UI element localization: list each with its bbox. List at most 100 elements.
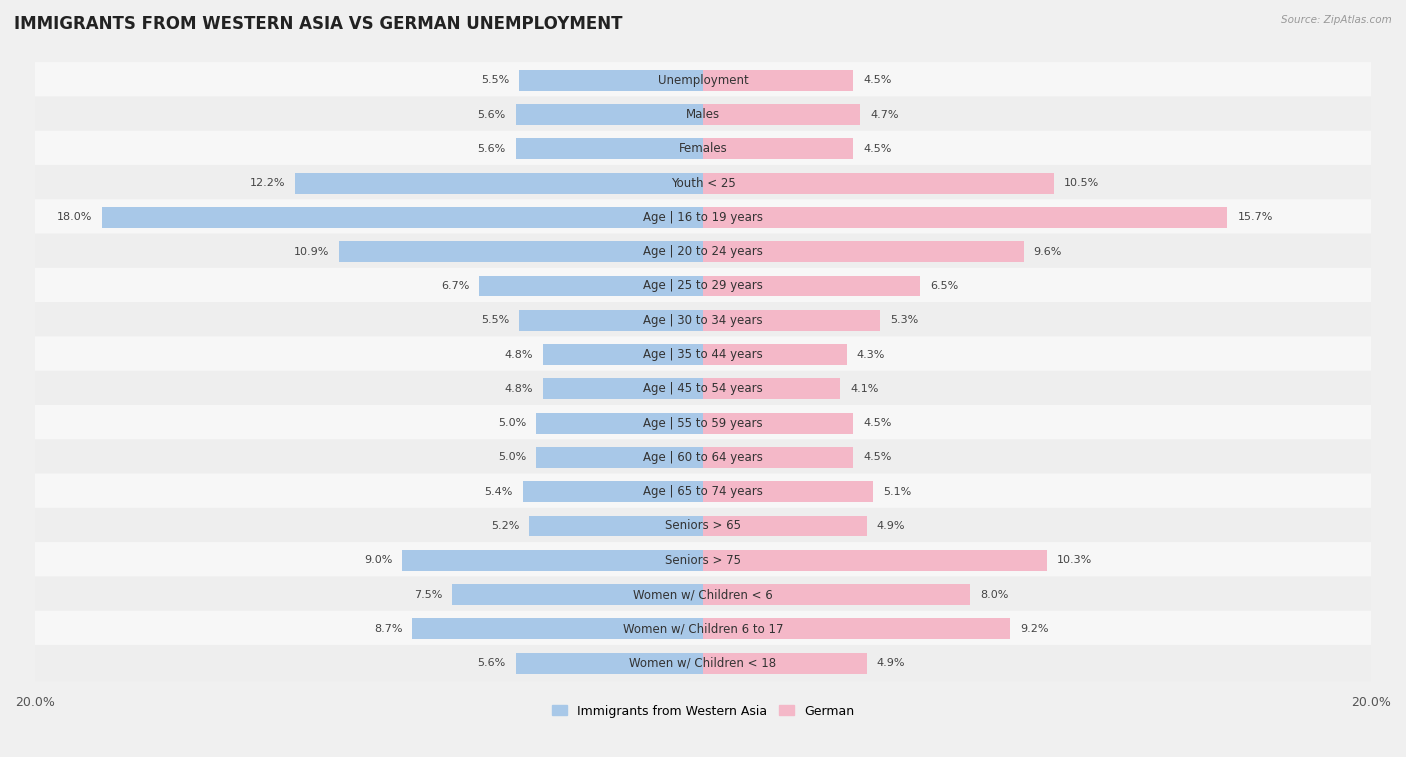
Bar [703,584,970,605]
Text: 8.0%: 8.0% [980,590,1008,600]
Text: 10.9%: 10.9% [294,247,329,257]
FancyBboxPatch shape [31,371,1375,407]
Text: 5.4%: 5.4% [484,487,513,497]
Bar [516,104,703,125]
Text: 6.5%: 6.5% [931,281,959,291]
Bar [703,618,1011,640]
Text: Women w/ Children 6 to 17: Women w/ Children 6 to 17 [623,622,783,635]
Text: 4.7%: 4.7% [870,110,898,120]
Bar [453,584,703,605]
Text: 4.5%: 4.5% [863,453,891,463]
Bar [703,516,866,537]
Bar [523,481,703,502]
Text: 5.6%: 5.6% [478,658,506,668]
Text: 5.3%: 5.3% [890,315,918,326]
Text: 4.1%: 4.1% [851,384,879,394]
Text: 10.5%: 10.5% [1064,178,1099,188]
Bar [516,139,703,159]
FancyBboxPatch shape [31,611,1375,647]
Bar [703,70,853,91]
Text: 4.3%: 4.3% [856,350,884,360]
Bar [295,173,703,194]
Text: 5.1%: 5.1% [883,487,911,497]
Text: Seniors > 65: Seniors > 65 [665,519,741,532]
Text: 5.0%: 5.0% [498,453,526,463]
Bar [703,173,1053,194]
Bar [479,276,703,297]
Text: Youth < 25: Youth < 25 [671,176,735,190]
FancyBboxPatch shape [31,234,1375,270]
Bar [703,481,873,502]
Text: Age | 55 to 59 years: Age | 55 to 59 years [643,416,763,430]
Text: Age | 30 to 34 years: Age | 30 to 34 years [643,314,763,327]
Bar [529,516,703,537]
Text: Source: ZipAtlas.com: Source: ZipAtlas.com [1281,15,1392,25]
FancyBboxPatch shape [31,131,1375,167]
Text: 4.5%: 4.5% [863,144,891,154]
Bar [543,344,703,365]
Text: IMMIGRANTS FROM WESTERN ASIA VS GERMAN UNEMPLOYMENT: IMMIGRANTS FROM WESTERN ASIA VS GERMAN U… [14,15,623,33]
Bar [516,653,703,674]
Text: Age | 35 to 44 years: Age | 35 to 44 years [643,348,763,361]
Text: Women w/ Children < 6: Women w/ Children < 6 [633,588,773,601]
Text: Age | 20 to 24 years: Age | 20 to 24 years [643,245,763,258]
Text: 9.2%: 9.2% [1021,624,1049,634]
Text: Seniors > 75: Seniors > 75 [665,554,741,567]
Text: 4.9%: 4.9% [877,521,905,531]
Text: 4.5%: 4.5% [863,75,891,86]
Text: 6.7%: 6.7% [441,281,470,291]
FancyBboxPatch shape [31,439,1375,475]
Text: 5.0%: 5.0% [498,418,526,428]
Bar [519,70,703,91]
Bar [339,241,703,262]
Text: 9.6%: 9.6% [1033,247,1062,257]
FancyBboxPatch shape [31,336,1375,372]
Bar [703,413,853,434]
Text: Age | 65 to 74 years: Age | 65 to 74 years [643,485,763,498]
FancyBboxPatch shape [31,474,1375,510]
Bar [703,344,846,365]
FancyBboxPatch shape [31,405,1375,441]
Text: 5.2%: 5.2% [491,521,519,531]
Bar [402,550,703,571]
Text: 18.0%: 18.0% [56,213,91,223]
FancyBboxPatch shape [31,576,1375,612]
Text: 4.5%: 4.5% [863,418,891,428]
Text: Age | 16 to 19 years: Age | 16 to 19 years [643,211,763,224]
Text: 5.5%: 5.5% [481,75,509,86]
FancyBboxPatch shape [31,302,1375,338]
Text: Women w/ Children < 18: Women w/ Children < 18 [630,656,776,670]
Text: 9.0%: 9.0% [364,556,392,565]
Text: 4.8%: 4.8% [505,350,533,360]
Text: 5.5%: 5.5% [481,315,509,326]
Text: Age | 25 to 29 years: Age | 25 to 29 years [643,279,763,292]
Bar [703,276,920,297]
Text: 12.2%: 12.2% [250,178,285,188]
Bar [703,241,1024,262]
Bar [101,207,703,228]
Text: Unemployment: Unemployment [658,73,748,87]
FancyBboxPatch shape [31,165,1375,201]
Bar [703,550,1047,571]
Text: 4.8%: 4.8% [505,384,533,394]
Text: 8.7%: 8.7% [374,624,402,634]
Bar [703,378,839,400]
Text: 4.9%: 4.9% [877,658,905,668]
FancyBboxPatch shape [31,62,1375,98]
Bar [703,104,860,125]
Text: 5.6%: 5.6% [478,110,506,120]
Bar [703,207,1227,228]
Text: Age | 45 to 54 years: Age | 45 to 54 years [643,382,763,395]
FancyBboxPatch shape [31,542,1375,578]
Bar [703,139,853,159]
Bar [519,310,703,331]
Legend: Immigrants from Western Asia, German: Immigrants from Western Asia, German [547,699,859,723]
Text: 5.6%: 5.6% [478,144,506,154]
FancyBboxPatch shape [31,645,1375,681]
Bar [703,310,880,331]
Bar [536,413,703,434]
Text: Age | 60 to 64 years: Age | 60 to 64 years [643,451,763,464]
FancyBboxPatch shape [31,96,1375,132]
Bar [536,447,703,468]
FancyBboxPatch shape [31,268,1375,304]
